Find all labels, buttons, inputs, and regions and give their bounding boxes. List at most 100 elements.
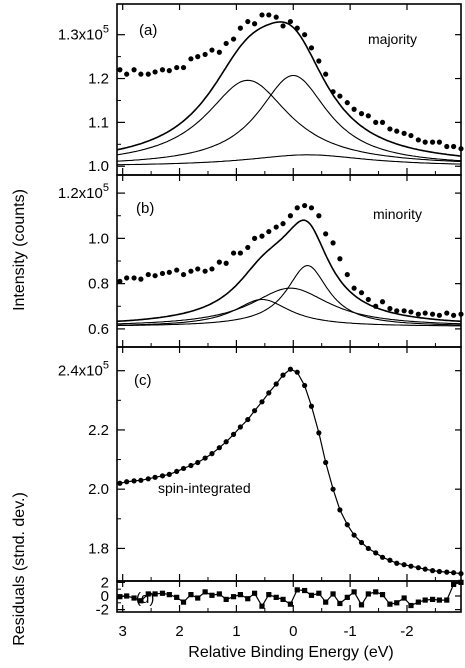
data-point xyxy=(379,554,386,560)
data-point xyxy=(358,539,365,546)
data-point xyxy=(302,32,308,38)
data-point xyxy=(273,14,279,20)
data-point xyxy=(365,296,371,303)
data-point xyxy=(394,128,400,134)
data-point xyxy=(302,202,308,209)
residual-point xyxy=(124,593,130,599)
data-point xyxy=(344,271,350,278)
data-point xyxy=(316,58,322,64)
data-point xyxy=(373,119,379,125)
data-point xyxy=(166,269,172,275)
y-axis-label-residuals: Residuals (stnd. dev.) xyxy=(11,492,28,646)
data-point xyxy=(138,276,144,282)
data-point xyxy=(408,309,414,315)
data-point xyxy=(159,270,166,277)
data-point xyxy=(209,451,215,457)
data-point xyxy=(387,305,393,312)
y-tick-label: 1.0 xyxy=(88,158,109,175)
data-point xyxy=(436,139,442,145)
data-point xyxy=(287,213,294,219)
panel-annotation: spin-integrated xyxy=(158,480,251,496)
y-tick-label: 1.0 xyxy=(88,230,109,247)
fit-curve-background xyxy=(117,154,462,166)
residual-point xyxy=(273,594,279,600)
data-point xyxy=(415,311,421,317)
y-tick-label: 2.2 xyxy=(88,422,109,439)
panel-annotation: minority xyxy=(373,206,422,222)
residual-point xyxy=(252,590,258,596)
y-tick-label: 2.0 xyxy=(88,481,109,498)
residual-point xyxy=(280,596,286,602)
residual-point xyxy=(159,590,166,596)
residual-point xyxy=(259,603,265,609)
y-tick-label: 0 xyxy=(101,588,109,605)
fit-curve-component xyxy=(117,264,462,327)
data-point xyxy=(358,111,365,117)
residual-point xyxy=(202,589,208,595)
data-point xyxy=(230,36,237,42)
data-point xyxy=(401,308,407,314)
panel-frame xyxy=(116,3,462,176)
data-point xyxy=(273,381,279,387)
data-point xyxy=(458,570,464,577)
residual-point xyxy=(351,589,357,595)
x-tick-label: 0 xyxy=(289,623,297,640)
data-point xyxy=(230,431,237,437)
data-point xyxy=(237,25,243,31)
x-tick-label: 3 xyxy=(119,623,127,640)
data-point xyxy=(451,570,457,576)
data-point xyxy=(429,311,436,317)
data-point xyxy=(323,71,329,77)
residual-point xyxy=(180,599,187,605)
data-point xyxy=(280,221,286,227)
data-point xyxy=(373,550,379,556)
data-point xyxy=(209,47,215,53)
data-point xyxy=(422,310,428,316)
data-point xyxy=(266,228,272,235)
panel-frame xyxy=(116,346,462,582)
data-point xyxy=(174,468,180,475)
residual-point xyxy=(174,594,180,600)
x-tick-label: -1 xyxy=(343,623,356,640)
y-axis-label-intensity: Intensity (counts) xyxy=(11,189,28,311)
x-tick-label: 1 xyxy=(232,623,240,640)
data-point xyxy=(216,445,222,451)
data-point xyxy=(223,439,229,445)
data-point xyxy=(152,273,158,279)
panel-a: 1.3x105 1.2 1.1 1.0 (a) majority xyxy=(58,3,464,176)
data-point xyxy=(145,271,151,278)
data-point xyxy=(280,23,286,29)
data-line xyxy=(119,368,462,575)
residual-point xyxy=(245,596,251,602)
panel-c: 2.4x105 2.2 2.0 1.8 (c) spin-integrated xyxy=(58,346,464,582)
residual-point xyxy=(316,590,322,596)
data-point xyxy=(287,366,294,372)
residual-point xyxy=(302,587,308,594)
data-point xyxy=(273,224,279,230)
y-tick-label: 1.3x105 xyxy=(58,24,109,44)
data-point xyxy=(308,403,315,409)
data-point xyxy=(245,244,251,251)
fit-curve-component xyxy=(116,74,462,162)
data-point xyxy=(415,565,421,571)
data-point xyxy=(451,312,457,318)
data-point xyxy=(344,522,350,528)
data-point xyxy=(444,569,450,575)
data-point xyxy=(180,64,187,71)
data-point xyxy=(422,139,428,145)
data-point xyxy=(252,235,258,241)
residual-point xyxy=(209,592,215,598)
panel-annotation: majority xyxy=(368,31,417,47)
data-point xyxy=(259,399,265,405)
residual-point xyxy=(152,591,158,597)
residual-point xyxy=(195,595,201,601)
fit-curve-component xyxy=(116,287,462,325)
data-point xyxy=(166,68,172,74)
residual-point xyxy=(444,597,450,603)
data-point xyxy=(401,130,407,136)
data-point xyxy=(202,268,208,274)
x-axis-label: Relative Binding Energy (eV) xyxy=(188,644,393,661)
data-point xyxy=(337,93,343,99)
data-point xyxy=(330,240,336,246)
